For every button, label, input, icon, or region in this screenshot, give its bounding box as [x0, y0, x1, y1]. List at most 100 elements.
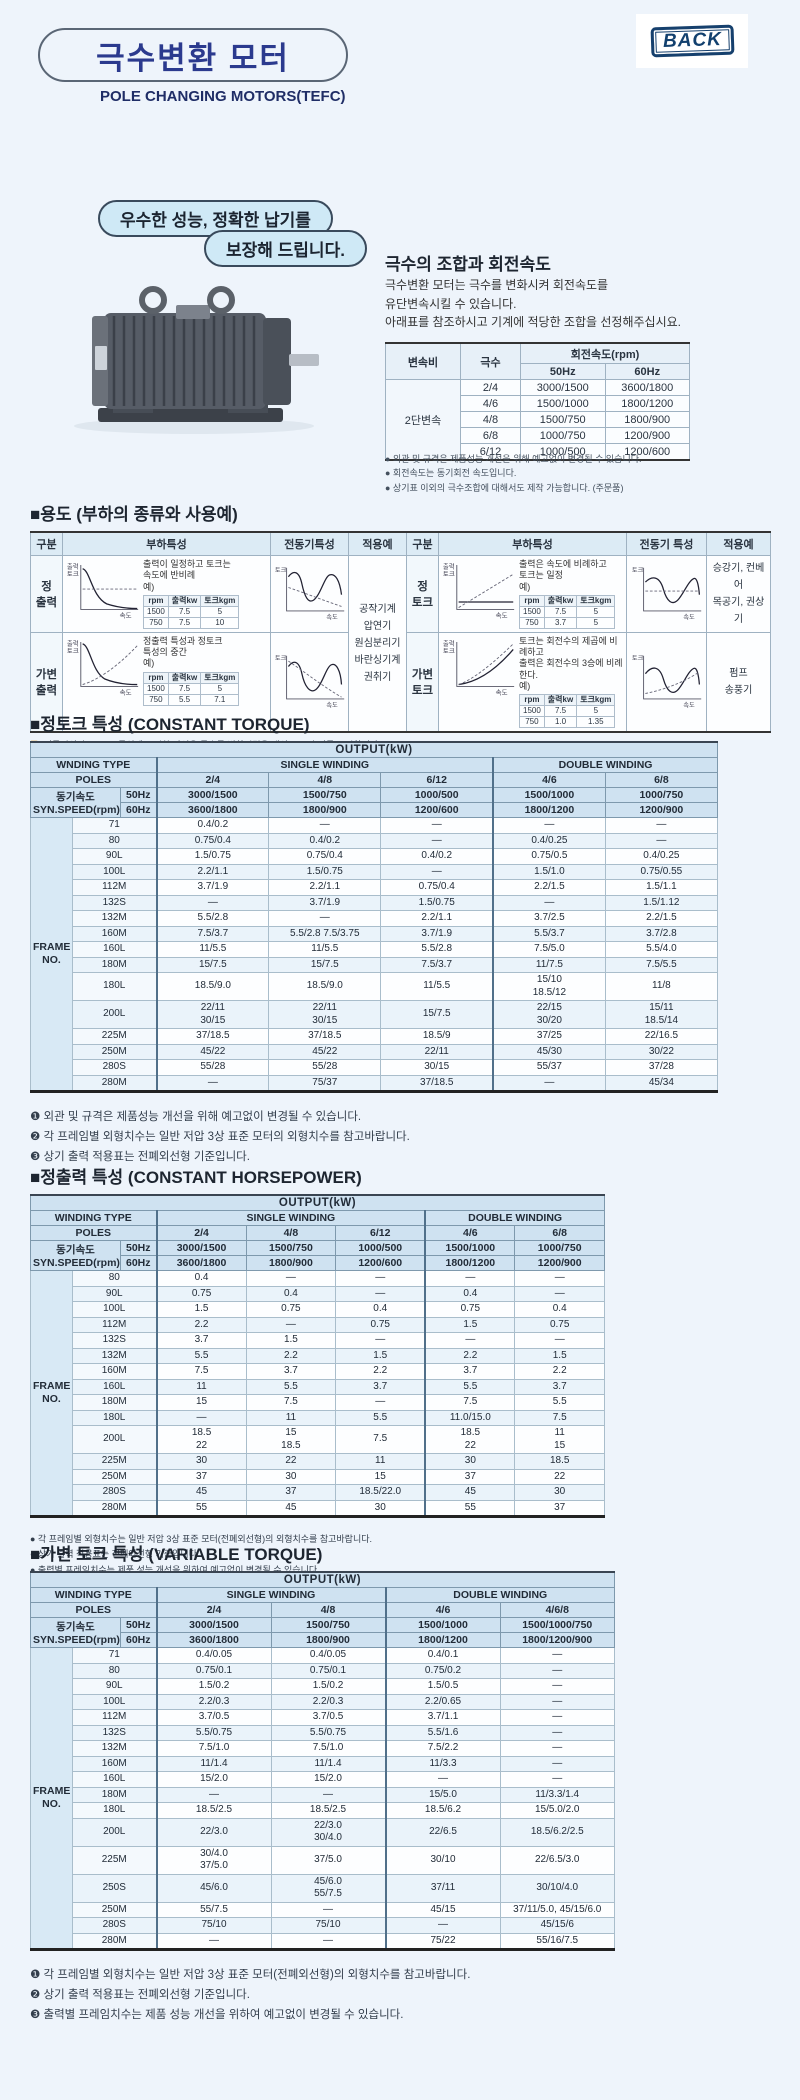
table-cell: 7.5: [167, 616, 202, 629]
table-cell: 22/11: [380, 1043, 494, 1060]
table-cell: 출력kw: [543, 694, 578, 706]
note-line: ● 상기표 이외의 극수조합에 대해서도 제작 가능합니다. (주문품): [385, 482, 624, 493]
table-cell: 15/11 18.5/14: [604, 1000, 719, 1029]
table-cell: 100L: [72, 1693, 157, 1710]
table-cell: 1500/750: [245, 1240, 337, 1256]
table-cell: 4/6: [424, 1225, 516, 1241]
table-cell: 11/7.5: [492, 956, 606, 973]
table-cell: 7.5/1.0: [270, 1740, 386, 1757]
table-cell: 45/22: [268, 1043, 382, 1060]
usage-col-header: 구분: [406, 531, 439, 556]
table-cell: —: [384, 1917, 501, 1934]
table-cell: 1.5: [514, 1347, 605, 1364]
back-button[interactable]: BACK: [636, 14, 748, 68]
table-cell: FRAME NO.: [30, 1270, 73, 1517]
table-cell: 37/25: [492, 1028, 606, 1045]
svg-text:출력: 출력: [67, 562, 79, 571]
table-cell: 7.5: [514, 1409, 605, 1426]
svg-text:속도: 속도: [496, 612, 508, 620]
motor-photo: [58, 258, 330, 443]
table-cell: POLES: [30, 1225, 157, 1241]
table-cell: 0.75: [155, 1285, 247, 1302]
table-cell: 80: [72, 1270, 157, 1287]
table-cell: 18.5 22: [155, 1425, 247, 1454]
table-cell: 15/7.5: [268, 956, 382, 973]
table-cell: 750: [519, 616, 545, 629]
table-cell: 11/3.3/1.4: [499, 1786, 615, 1803]
page-subtitle: POLE CHANGING MOTORS(TEFC): [100, 88, 346, 105]
svg-text:속도: 속도: [326, 613, 338, 621]
table-cell: 3600/1800: [155, 1255, 247, 1271]
back-label: BACK: [662, 28, 722, 53]
table-cell: 30/15: [380, 1059, 494, 1076]
table-cell: 15/2.0: [155, 1771, 272, 1788]
table-cell: 55/28: [155, 1059, 270, 1076]
table-cell: 45: [155, 1484, 247, 1501]
table-cell: 30: [514, 1484, 605, 1501]
table-cell: 37/18.5: [380, 1074, 494, 1092]
table-cell: 11/1.4: [270, 1755, 386, 1772]
table-cell: 60Hz: [120, 1632, 157, 1648]
table-cell: 1500/1000: [520, 395, 606, 412]
table-cell: 0.75/0.4: [268, 848, 382, 865]
constant-horsepower-notes: ● 각 프레임별 외형치수는 일반 저압 3상 표준 모터(전폐외선형)의 외형…: [30, 1532, 775, 1578]
table-cell: 0.4/0.25: [492, 832, 606, 849]
table-cell: 55: [155, 1499, 247, 1517]
note-line: ● 상기 출력 적용표는 전폐외선형 기준입니다.: [30, 1549, 200, 1560]
table-cell: —: [335, 1394, 426, 1411]
example-label: 예): [519, 680, 531, 691]
example-label: 예): [143, 658, 155, 669]
table-cell: 2.2/1.5: [604, 910, 719, 927]
svg-text:속도: 속도: [683, 613, 695, 621]
table-cell: 112M: [72, 879, 157, 896]
table-cell: FRAME NO.: [30, 1647, 73, 1950]
table-cell: 112M: [72, 1316, 157, 1333]
table-cell: 2/4: [460, 379, 521, 396]
table-cell: —: [492, 817, 606, 834]
table-cell: 100L: [72, 863, 157, 880]
table-cell: OUTPUT(kW): [30, 1194, 605, 1211]
note-line: ❷ 각 프레임별 외형치수는 일반 저압 3상 표준 모터의 외형치수를 참고바…: [30, 1131, 410, 1144]
table-cell: 18.5/9.0: [155, 972, 270, 1001]
svg-text:속도: 속도: [683, 701, 695, 709]
table-cell: 30/10: [384, 1845, 501, 1875]
table-cell: 1800/1200: [492, 802, 606, 818]
table-cell: 1.5: [335, 1347, 426, 1364]
table-cell: 132S: [72, 894, 157, 911]
table-cell: 37: [245, 1484, 337, 1501]
table-cell: 1800/900: [268, 802, 382, 818]
table-cell: 1.5: [245, 1332, 337, 1349]
table-cell: 1800/900: [604, 411, 690, 428]
table-cell: 1800/1200: [384, 1632, 501, 1648]
table-cell: 10: [200, 616, 240, 629]
table-cell: 출력kw: [167, 671, 202, 684]
motor-illustration: [74, 286, 319, 434]
table-cell: 37/5.0: [270, 1845, 386, 1875]
table-cell: 37/18.5: [268, 1028, 382, 1045]
table-cell: 1.5/0.75: [268, 863, 382, 880]
table-cell: DOUBLE WINDING: [424, 1210, 606, 1226]
table-cell: 22/3.0 30/4.0: [270, 1817, 386, 1847]
table-cell: 37/28: [604, 1059, 719, 1076]
table-cell: 22/11 30/15: [268, 1000, 382, 1029]
table-cell: —: [424, 1332, 516, 1349]
table-cell: 7.5/5.5: [604, 956, 719, 973]
usage-row-label: 가변 출력: [30, 631, 63, 733]
table-cell: 7.5: [155, 1363, 247, 1380]
table-cell: 0.4/0.2: [155, 817, 270, 834]
table-cell: 22/16.5: [604, 1028, 719, 1045]
table-cell: 750: [143, 693, 169, 706]
table-cell: 1500/1000: [384, 1617, 501, 1633]
table-cell: 11/1.4: [155, 1755, 272, 1772]
table-cell: 55/16/7.5: [499, 1932, 615, 1950]
table-cell: 1.5/0.5: [384, 1678, 501, 1695]
table-cell: 280S: [72, 1917, 157, 1934]
table-cell: 2.2/0.65: [384, 1693, 501, 1710]
motor-characteristic-cell: 토크 속도: [626, 631, 707, 733]
table-cell: 2.2/1.1: [268, 879, 382, 896]
table-cell: 71: [72, 817, 157, 834]
table-cell: —: [155, 1074, 270, 1092]
table-cell: —: [499, 1755, 615, 1772]
table-cell: 2.2: [514, 1363, 605, 1380]
table-cell: 71: [72, 1647, 157, 1664]
